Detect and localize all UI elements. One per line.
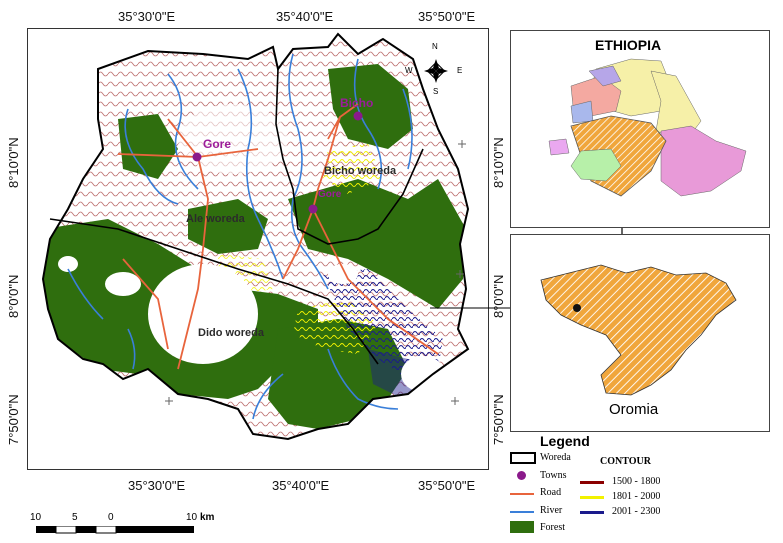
compass-n: N bbox=[432, 42, 438, 51]
label-gore: Gore bbox=[203, 137, 232, 151]
town-third-marker bbox=[308, 204, 318, 214]
legend-woreda-swatch bbox=[510, 452, 536, 464]
scale-bar bbox=[36, 526, 194, 534]
legend-contour-low-swatch bbox=[580, 481, 604, 484]
legend-towns: Towns bbox=[540, 470, 567, 481]
legend-woreda: Woreda bbox=[540, 452, 571, 463]
legend-contour-title: CONTOUR bbox=[600, 456, 651, 467]
ethiopia-title: ETHIOPIA bbox=[595, 37, 662, 53]
legend-road-swatch bbox=[510, 493, 534, 495]
ethiopia-map bbox=[548, 58, 747, 197]
main-map: N S E W Gore Bicho Gore Bicho woreda Ale… bbox=[27, 28, 489, 470]
legend-river: River bbox=[540, 505, 563, 516]
label-small-town: Gore bbox=[318, 189, 342, 200]
ethiopia-inset: ETHIOPIA bbox=[510, 30, 770, 228]
scale-tick-10-left: 10 bbox=[30, 512, 42, 523]
coord-bottom-3: 35°50'0"E bbox=[418, 478, 476, 493]
oromia-map bbox=[540, 264, 737, 396]
scale-unit: km bbox=[200, 512, 215, 523]
scale-tick-0: 0 bbox=[108, 512, 114, 523]
legend-contour-low: 1500 - 1800 bbox=[612, 476, 661, 487]
compass-w: W bbox=[405, 66, 413, 75]
coord-top-2: 35°40'0"E bbox=[276, 9, 334, 24]
legend-road: Road bbox=[540, 487, 562, 498]
legend-contour-high: 2001 - 2300 bbox=[612, 506, 661, 517]
study-area-map bbox=[41, 32, 470, 441]
label-bicho: Bicho bbox=[340, 96, 374, 110]
oromia-inset: Oromia bbox=[510, 234, 770, 432]
label-bicho-woreda: Bicho woreda bbox=[324, 165, 397, 177]
town-gore-marker bbox=[192, 152, 202, 162]
woreda-boundary-south bbox=[49, 218, 379, 365]
study-area-boundary bbox=[41, 32, 470, 441]
coord-bottom-2: 35°40'0"E bbox=[272, 478, 330, 493]
coord-top-3: 35°50'0"E bbox=[418, 9, 476, 24]
legend-river-swatch bbox=[510, 511, 534, 513]
coord-bottom-1: 35°30'0"E bbox=[128, 478, 186, 493]
compass-icon bbox=[424, 59, 448, 83]
oromia-label: Oromia bbox=[609, 401, 659, 418]
legend-forest-swatch bbox=[510, 521, 534, 533]
compass-s: S bbox=[433, 87, 439, 96]
compass-e: E bbox=[457, 66, 463, 75]
legend-contour-high-swatch bbox=[580, 511, 604, 514]
coord-top-1: 35°30'0"E bbox=[118, 9, 176, 24]
legend-forest: Forest bbox=[540, 522, 565, 533]
scale-tick-10-right: 10 bbox=[186, 512, 198, 523]
legend-contour-mid: 1801 - 2000 bbox=[612, 491, 661, 502]
woreda-boundary-east bbox=[275, 68, 424, 245]
label-dido-woreda: Dido woreda bbox=[198, 327, 265, 339]
town-bicho-marker bbox=[353, 111, 363, 121]
legend-contour-mid-swatch bbox=[580, 496, 604, 499]
label-ale-woreda: Ale woreda bbox=[186, 213, 245, 225]
river-lines bbox=[67, 53, 413, 420]
legend-towns-swatch bbox=[517, 471, 526, 480]
legend-title: Legend bbox=[540, 433, 590, 449]
scale-tick-5: 5 bbox=[72, 512, 78, 523]
